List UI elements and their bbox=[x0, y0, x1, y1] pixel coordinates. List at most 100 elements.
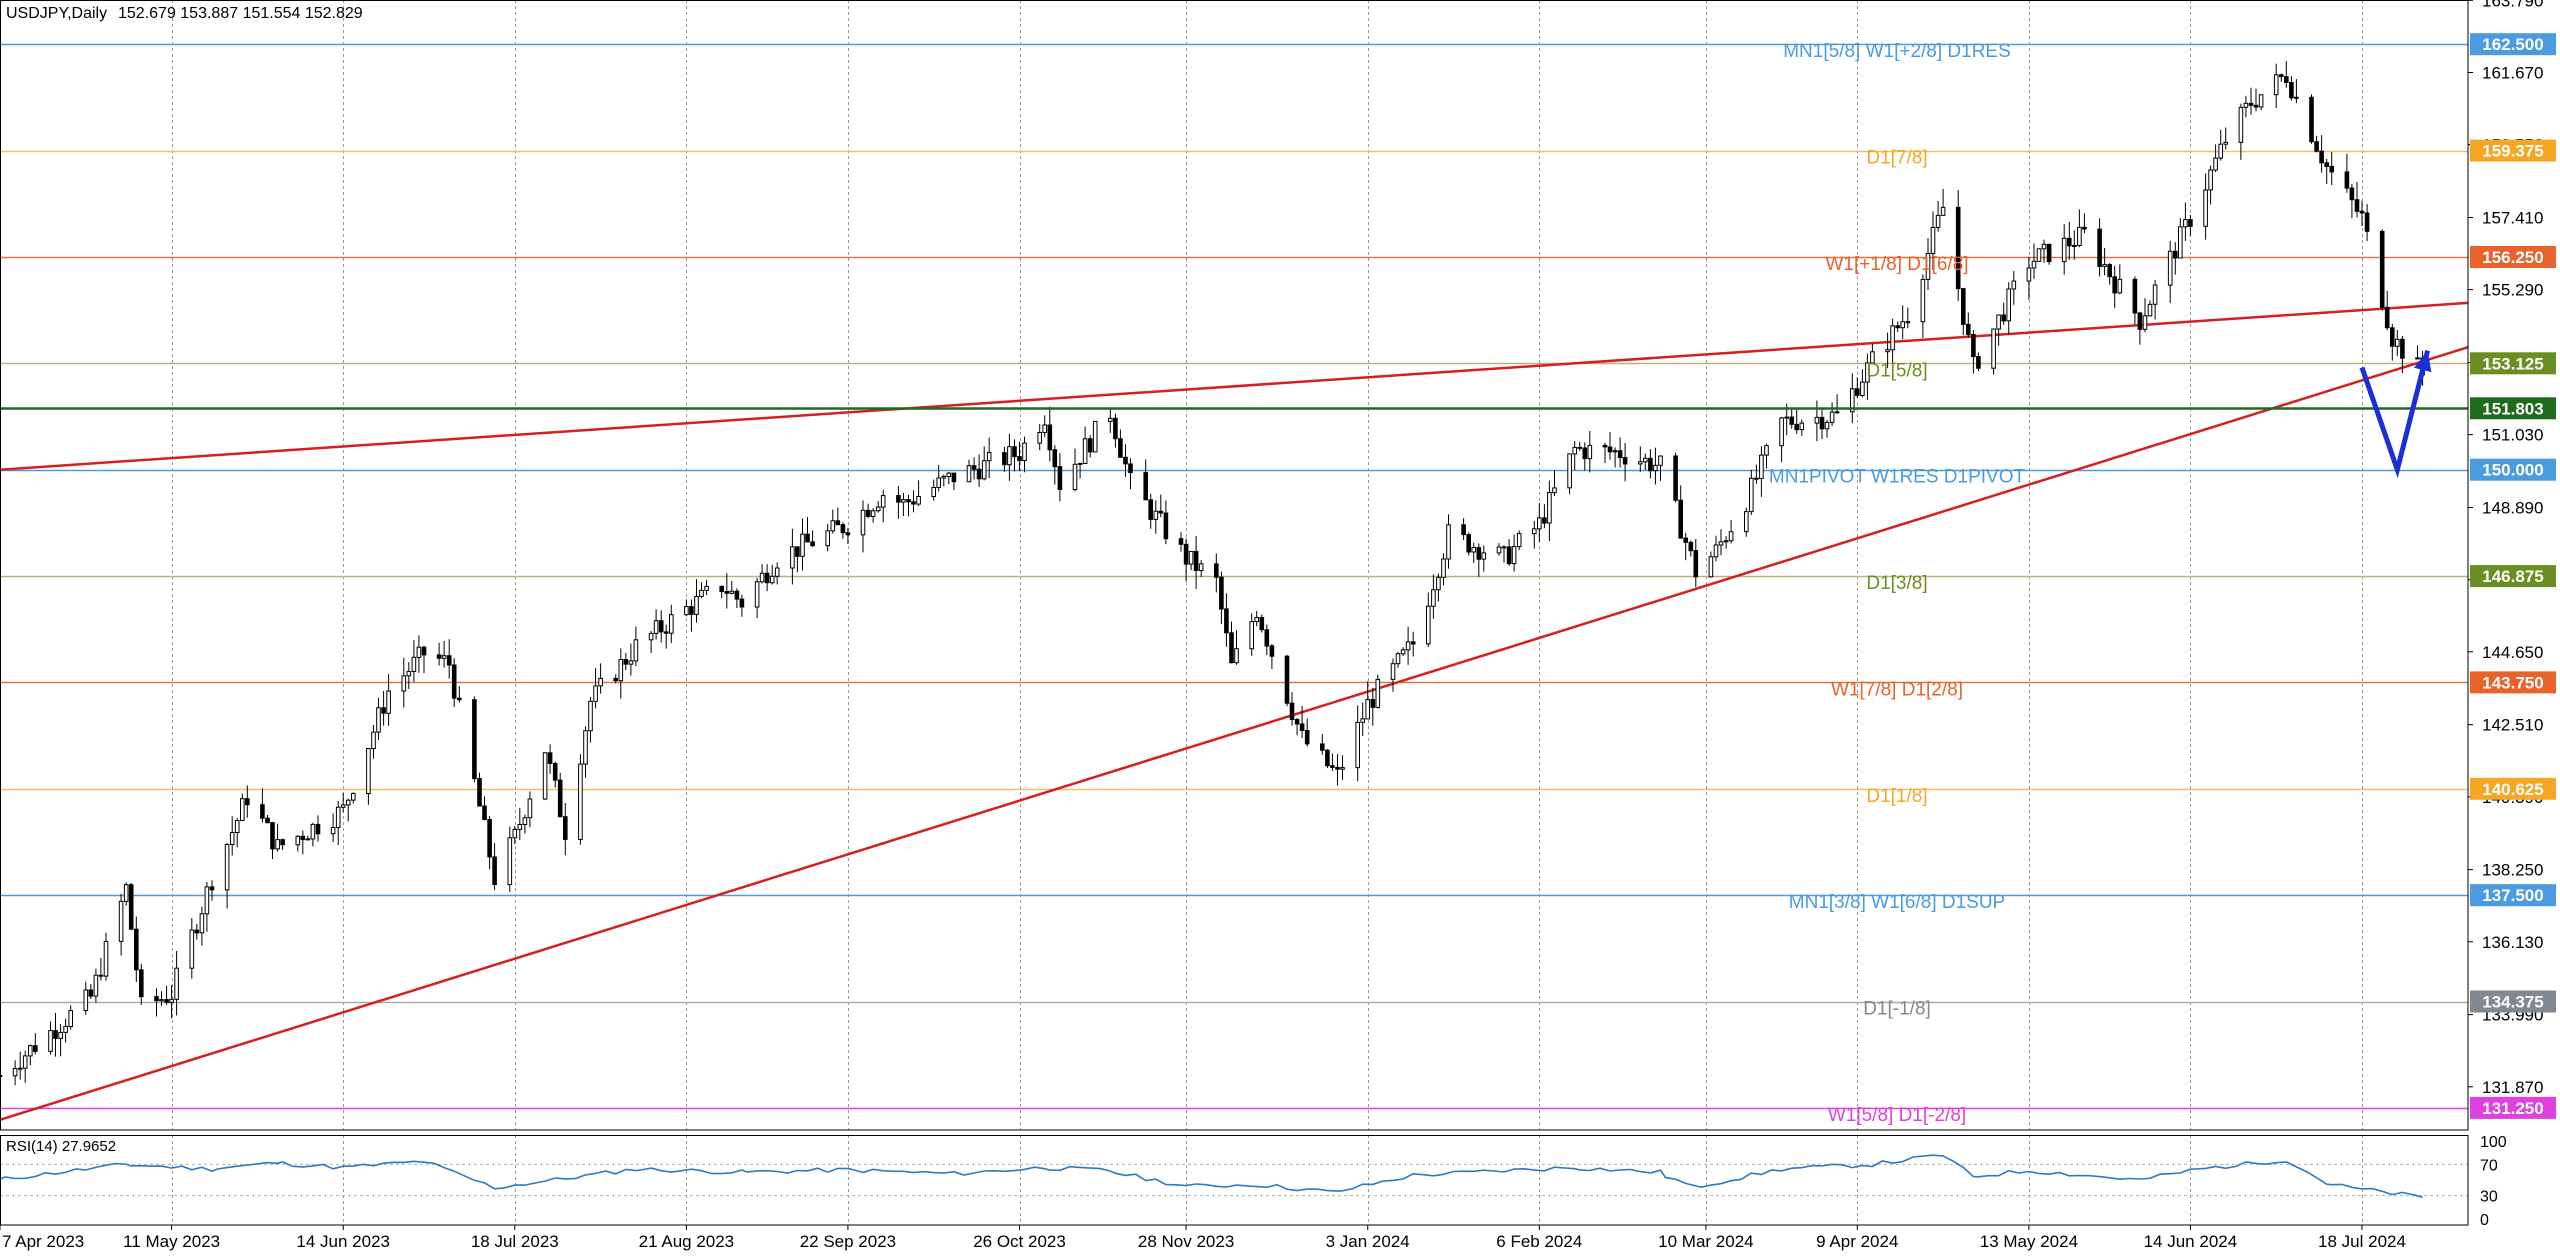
candle-bull bbox=[305, 838, 311, 841]
candle-bull bbox=[371, 731, 376, 750]
candle-bull bbox=[1799, 422, 1805, 431]
price-tick-label: 155.290 bbox=[2482, 281, 2543, 300]
candle-bull bbox=[669, 614, 674, 634]
candle-bear bbox=[1506, 546, 1512, 565]
candle-bear bbox=[2097, 228, 2102, 268]
candle-bear bbox=[1259, 617, 1265, 631]
candle-bull bbox=[1405, 641, 1411, 651]
candle-bull bbox=[1940, 206, 1946, 216]
candle-bear bbox=[1123, 456, 1128, 465]
candle-bull bbox=[598, 677, 603, 687]
candle-bear bbox=[477, 778, 482, 807]
candle-bear bbox=[1299, 723, 1305, 731]
candle-bear bbox=[2349, 187, 2355, 201]
time-axis[interactable]: 7 Apr 2023 11 May 2023 14 Jun 2023 18 Jul 2… bbox=[0, 1225, 2406, 1251]
candle-bull bbox=[1426, 605, 1431, 645]
price-level-badge bbox=[2470, 777, 2556, 800]
price-level-badge bbox=[2470, 397, 2556, 420]
candle-bear bbox=[2082, 226, 2087, 230]
candle-bull bbox=[2258, 94, 2264, 108]
time-tick-label: 13 May 2024 bbox=[1980, 1232, 2078, 1251]
price-level-badge bbox=[2470, 246, 2556, 268]
rsi-tick-label: 30 bbox=[2480, 1189, 2498, 1206]
candle-bull bbox=[351, 793, 356, 801]
candle-bear bbox=[260, 804, 265, 819]
candle-bear bbox=[2364, 212, 2370, 232]
candle-bear bbox=[128, 884, 134, 930]
candle-bull bbox=[699, 589, 704, 597]
candle-bear bbox=[2400, 338, 2405, 359]
candle-bull bbox=[1759, 454, 1764, 480]
candle-bear bbox=[2309, 96, 2314, 143]
candle-bull bbox=[2273, 74, 2279, 96]
candle-bull bbox=[1355, 721, 1361, 769]
candle-bear bbox=[88, 989, 94, 997]
candle-bear bbox=[1113, 417, 1118, 440]
candle-bear bbox=[835, 520, 841, 526]
candle-bear bbox=[1582, 447, 1588, 460]
level-annotation: D1[1/8] bbox=[1866, 786, 1927, 807]
candle-bear bbox=[381, 707, 386, 714]
time-tick-label: 26 Oct 2023 bbox=[973, 1232, 1066, 1251]
price-level-badge-label: 150.000 bbox=[2482, 461, 2543, 480]
price-axis[interactable]: 163.790161.670159.550157.410155.290153.1… bbox=[2468, 0, 2556, 1119]
candle-bear bbox=[663, 631, 669, 634]
time-tick-label: 6 Feb 2024 bbox=[1496, 1232, 1582, 1251]
candle-bear bbox=[482, 805, 487, 820]
candle-bull bbox=[1481, 552, 1487, 560]
level-annotations: MN1[5/8] W1[+2/8] D1RES D1[7/8] W1[+1/8] D… bbox=[1769, 41, 2026, 1126]
price-level-badge-label: 131.250 bbox=[2482, 1099, 2543, 1118]
level-annotation: MN1[5/8] W1[+2/8] D1RES bbox=[1783, 41, 2011, 62]
candle-bear bbox=[300, 835, 306, 841]
candle-bull bbox=[240, 798, 245, 822]
candle-bull bbox=[1082, 438, 1088, 464]
candle-bear bbox=[1410, 641, 1416, 645]
trendlines bbox=[0, 301, 2469, 1121]
candle-bull bbox=[340, 804, 346, 808]
candle-bull bbox=[2152, 284, 2158, 305]
candle-bear bbox=[2289, 82, 2294, 99]
price-tick-label: 131.870 bbox=[2482, 1078, 2543, 1097]
chart-frame bbox=[0, 0, 2469, 1226]
candle-bull bbox=[1587, 444, 1593, 460]
time-tick-label: 22 Sep 2023 bbox=[800, 1232, 896, 1251]
price-level-badge bbox=[2470, 990, 2556, 1013]
candle-bull bbox=[2395, 338, 2400, 347]
candle-bear bbox=[315, 823, 321, 835]
level-annotation: D1[5/8] bbox=[1866, 360, 1927, 381]
candle-bear bbox=[1673, 455, 1678, 501]
candle-bull bbox=[189, 929, 195, 969]
candle-bear bbox=[270, 822, 275, 850]
candle-bear bbox=[436, 654, 442, 659]
candle-bear bbox=[1617, 450, 1623, 459]
candle-bull bbox=[1375, 678, 1381, 708]
candle-bull bbox=[1022, 442, 1027, 461]
candle-bull bbox=[593, 685, 598, 702]
rsi-pane-border bbox=[0, 1135, 2469, 1226]
candle-bull bbox=[1865, 362, 1870, 383]
candle-bear bbox=[1678, 499, 1684, 539]
candle-bull bbox=[1920, 278, 1926, 323]
candle-bull bbox=[234, 820, 240, 833]
candle-bear bbox=[724, 591, 730, 594]
candle-bull bbox=[966, 465, 972, 483]
candle-bull bbox=[1638, 461, 1643, 465]
candle-bear bbox=[976, 468, 982, 480]
candle-bull bbox=[1153, 510, 1159, 520]
candle-bear bbox=[2188, 219, 2193, 227]
candle-bear bbox=[2248, 102, 2254, 106]
candle-bull bbox=[401, 675, 407, 692]
candle-bear bbox=[1304, 730, 1310, 745]
candle-bull bbox=[1431, 589, 1436, 607]
candle-bear bbox=[1193, 550, 1199, 572]
candle-bear bbox=[2354, 199, 2360, 212]
candle-bull bbox=[275, 839, 280, 850]
candle-bull bbox=[174, 967, 179, 1000]
candle-bear bbox=[2107, 264, 2112, 278]
candle-bear bbox=[1461, 524, 1466, 536]
price-level-badge-label: 143.750 bbox=[2482, 673, 2543, 692]
candle-bear bbox=[1052, 449, 1058, 468]
candle-bull bbox=[406, 671, 412, 677]
level-annotation: W1[+1/8] D1[6/8] bbox=[1825, 254, 1968, 275]
